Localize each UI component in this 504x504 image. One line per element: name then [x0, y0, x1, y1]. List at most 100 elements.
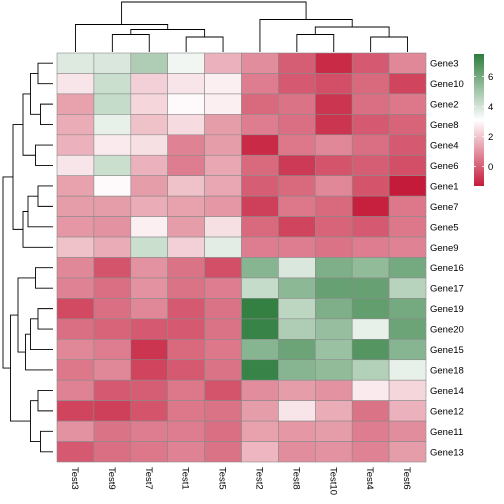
heatmap-cell	[388, 359, 427, 381]
heatmap-cell	[130, 400, 169, 422]
heatmap-cell	[388, 318, 427, 340]
heatmap-cell	[204, 359, 242, 381]
heatmap-cell	[278, 277, 316, 299]
heatmap-cell	[351, 379, 390, 401]
column-labels: Test3 Test9 Test7 Test1 Test5 Test2 Test8 Test1…	[69, 467, 412, 495]
heatmap-cell	[56, 93, 95, 115]
heatmap-cell	[351, 338, 390, 361]
heatmap-cell	[167, 216, 205, 238]
heatmap-cell	[278, 114, 316, 136]
row-dendrogram-branch	[30, 73, 41, 115]
heatmap-cell	[278, 257, 316, 279]
heatmap-cell	[204, 338, 242, 361]
column-dendrogram-branch	[370, 36, 408, 52]
heatmap-cell	[314, 175, 353, 197]
heatmap-cell	[56, 175, 95, 197]
legend-colorbar	[474, 54, 484, 186]
heatmap-cell	[241, 216, 279, 238]
row-label: Gene15	[430, 345, 464, 356]
heatmap-cell	[56, 379, 95, 401]
heatmap-cell	[56, 52, 95, 74]
heatmap-cell	[204, 216, 242, 238]
heatmap-cell	[241, 400, 279, 422]
column-label: Test4	[364, 467, 375, 490]
row-dendrogram-branch	[35, 267, 53, 289]
row-label: Gene17	[430, 284, 464, 295]
row-dendrogram-branch	[27, 195, 53, 228]
heatmap-cell	[130, 298, 169, 320]
heatmap-cell	[56, 441, 95, 463]
row-label: Gene6	[430, 161, 459, 172]
heatmap-cell	[130, 379, 169, 401]
heatmap-cell	[278, 93, 316, 115]
row-label: Gene16	[430, 263, 464, 274]
heatmap-cell	[278, 298, 316, 320]
heatmap-cell	[167, 277, 205, 299]
legend-tick-label: 6	[488, 72, 493, 83]
row-label: Gene1	[430, 181, 459, 192]
heatmap-cell	[351, 195, 390, 217]
heatmap-cell	[388, 338, 427, 361]
heatmap-cell	[167, 318, 205, 340]
column-label: Test3	[69, 467, 80, 490]
row-label: Gene18	[430, 365, 464, 376]
heatmap-cell	[167, 134, 205, 156]
heatmap-cell	[314, 420, 353, 442]
row-dendrogram-branch	[37, 62, 53, 85]
heatmap-cell	[314, 379, 353, 401]
column-dendrogram-branch	[185, 36, 224, 52]
legend-tick-label: 2	[488, 132, 493, 143]
heatmap-cell	[56, 236, 95, 258]
heatmap-cell	[351, 298, 390, 320]
heatmap-cell	[241, 114, 279, 136]
row-label: Gene13	[430, 447, 464, 458]
heatmap-cell	[93, 379, 132, 401]
heatmap-cell	[241, 257, 279, 279]
heatmap-cell	[93, 195, 132, 217]
heatmap-cell	[204, 195, 242, 217]
heatmap-cell	[130, 236, 169, 258]
heatmap-cell	[241, 441, 279, 463]
heatmap-cell	[130, 195, 169, 217]
heatmap-cell	[167, 114, 205, 136]
column-label: Test6	[401, 467, 412, 490]
column-label: Test10	[327, 467, 338, 495]
heatmap-cell	[241, 420, 279, 442]
heatmap-cell	[130, 73, 169, 95]
heatmap-cell	[388, 73, 427, 95]
heatmap-cell	[314, 134, 353, 156]
row-label: Gene11	[430, 427, 463, 438]
heatmap-cell	[388, 114, 427, 136]
heatmap-cell	[278, 134, 316, 156]
heatmap-cell	[388, 379, 427, 401]
heatmap-cell	[278, 154, 316, 177]
heatmap-cell	[351, 420, 390, 442]
heatmap-cell	[204, 420, 242, 442]
heatmap-cell	[93, 216, 132, 238]
heatmap-cell	[167, 298, 205, 320]
heatmap-cell	[388, 154, 427, 177]
heatmap-cell	[204, 236, 242, 258]
heatmap-cell	[167, 400, 205, 422]
heatmap-cell	[204, 379, 242, 401]
row-dendrogram-branch	[30, 400, 41, 442]
heatmap-cells	[56, 52, 427, 463]
heatmap-cell	[93, 441, 132, 463]
heatmap-cell	[241, 338, 279, 361]
row-label: Gene8	[430, 120, 459, 131]
heatmap-cell	[278, 338, 316, 361]
heatmap-cell	[314, 277, 353, 299]
heatmap-cell	[167, 338, 205, 361]
row-label: Gene2	[430, 100, 459, 111]
heatmap-cell	[93, 359, 132, 381]
row-label: Gene4	[430, 141, 459, 152]
heatmap-cell	[204, 52, 242, 74]
heatmap-cell	[351, 277, 390, 299]
heatmap-cell	[388, 441, 427, 463]
heatmap-cell	[130, 134, 169, 156]
heatmap-cell	[278, 52, 316, 74]
heatmap-cell	[56, 400, 95, 422]
heatmap-cell	[314, 400, 353, 422]
row-dendrogram-branch	[40, 430, 53, 453]
